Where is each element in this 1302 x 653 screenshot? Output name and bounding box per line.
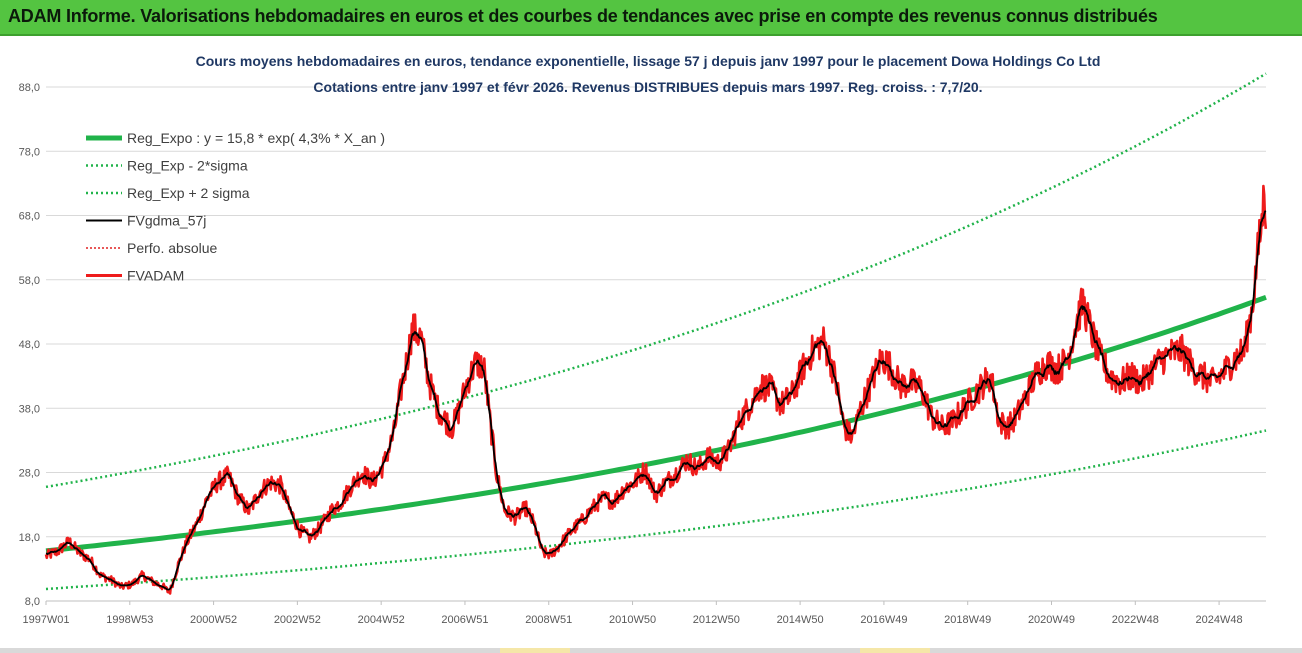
x-tick-label: 1998W53 — [106, 614, 153, 626]
chart-curves — [44, 72, 1268, 595]
x-tick-label: 2000W52 — [190, 614, 237, 626]
x-tick-label: 2006W51 — [441, 614, 488, 626]
legend-label-adam: FVADAM — [127, 268, 184, 284]
x-tick-label: 2016W49 — [860, 614, 907, 626]
chart-title-line-2: Cotations entre janv 1997 et févr 2026. … — [313, 79, 982, 95]
bottom-strip — [0, 648, 1302, 653]
x-tick-label: 2018W49 — [944, 614, 991, 626]
fvadam-series-line — [44, 184, 1268, 595]
y-tick-label: 18,0 — [19, 532, 40, 544]
report-title: ADAM Informe. Valorisations hebdomadaire… — [8, 6, 1158, 26]
y-tick-label: 78,0 — [19, 146, 40, 158]
y-axis-ticks: 8,0 18,0 28,0 38,0 48,0 58,0 68,0 78,0 88,0 — [19, 82, 40, 608]
y-tick-label: 28,0 — [19, 468, 40, 480]
legend-label-lo: Reg_Exp - 2*sigma — [127, 158, 248, 174]
y-tick-label: 8,0 — [25, 596, 40, 608]
y-tick-label: 38,0 — [19, 403, 40, 415]
chart-title-line-1: Cours moyens hebdomadaires en euros, ten… — [196, 53, 1101, 69]
x-axis-ticks: 1997W01 1998W53 2000W52 2002W52 2004W52 2006W… — [22, 601, 1243, 626]
x-tick-label: 2010W50 — [609, 614, 656, 626]
x-tick-label: 1997W01 — [22, 614, 69, 626]
line-chart: 8,0 18,0 28,0 38,0 48,0 58,0 68,0 78,0 88,0 1997… — [19, 53, 1268, 626]
legend-label-reg: Reg_Expo : y = 15,8 * exp( 4,3% * X_an ) — [127, 130, 385, 146]
y-tick-label: 88,0 — [19, 82, 40, 94]
reg-expo-curve — [45, 294, 1267, 554]
x-tick-label: 2014W50 — [777, 614, 824, 626]
x-tick-label: 2022W48 — [1112, 614, 1159, 626]
bottom-strip-accent — [500, 648, 570, 653]
y-tick-label: 48,0 — [19, 339, 40, 351]
y-tick-label: 58,0 — [19, 275, 40, 287]
fvgdma-series-line — [45, 210, 1267, 591]
legend-label-hi: Reg_Exp + 2 sigma — [127, 185, 250, 201]
y-tick-label: 68,0 — [19, 211, 40, 223]
report-banner: ADAM Informe. Valorisations hebdomadaire… — [0, 0, 1302, 36]
bottom-strip-accent — [860, 648, 930, 653]
legend-label-gdma: FVgdma_57j — [127, 213, 206, 229]
x-tick-label: 2002W52 — [274, 614, 321, 626]
x-tick-label: 2020W49 — [1028, 614, 1075, 626]
legend-label-perfo: Perfo. absolue — [127, 240, 217, 256]
x-tick-label: 2024W48 — [1196, 614, 1243, 626]
x-tick-label: 2008W51 — [525, 614, 572, 626]
chart-legend: Reg_Expo : y = 15,8 * exp( 4,3% * X_an )… — [86, 130, 385, 284]
x-tick-label: 2012W50 — [693, 614, 740, 626]
x-tick-label: 2004W52 — [358, 614, 405, 626]
upper-sigma-curve — [45, 72, 1267, 489]
lower-sigma-curve — [45, 429, 1267, 591]
